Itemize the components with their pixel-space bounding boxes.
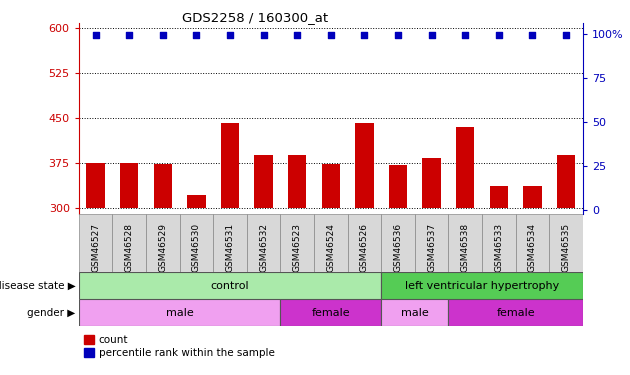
Bar xyxy=(187,195,205,208)
Bar xyxy=(381,214,415,272)
Bar xyxy=(120,163,139,208)
Bar xyxy=(180,214,213,272)
Bar xyxy=(288,156,306,208)
Text: GSM46528: GSM46528 xyxy=(125,223,134,272)
Text: male: male xyxy=(166,308,193,318)
Bar xyxy=(79,299,280,326)
Bar xyxy=(255,156,273,208)
Text: GSM46534: GSM46534 xyxy=(528,223,537,272)
Bar xyxy=(456,127,474,208)
Bar xyxy=(79,272,381,299)
Text: female: female xyxy=(311,308,350,318)
Text: GSM46523: GSM46523 xyxy=(293,223,302,272)
Point xyxy=(192,32,202,38)
Text: GSM46529: GSM46529 xyxy=(158,223,167,272)
Text: female: female xyxy=(496,308,535,318)
Legend: count, percentile rank within the sample: count, percentile rank within the sample xyxy=(84,335,275,358)
Bar xyxy=(549,214,583,272)
Bar xyxy=(112,214,146,272)
Text: male: male xyxy=(401,308,428,318)
Bar xyxy=(321,164,340,208)
Bar xyxy=(247,214,280,272)
Bar xyxy=(86,163,105,208)
Bar xyxy=(557,156,575,208)
Point xyxy=(258,32,268,38)
Bar xyxy=(422,158,441,208)
Text: GSM46530: GSM46530 xyxy=(192,223,201,272)
Text: gender ▶: gender ▶ xyxy=(27,308,76,318)
Bar xyxy=(280,214,314,272)
Point xyxy=(527,32,537,38)
Text: GSM46531: GSM46531 xyxy=(226,223,234,272)
Text: GSM46532: GSM46532 xyxy=(259,223,268,272)
Point xyxy=(494,32,504,38)
Bar xyxy=(490,186,508,208)
Point xyxy=(326,32,336,38)
Point xyxy=(359,32,369,38)
Point xyxy=(393,32,403,38)
Point xyxy=(91,32,101,38)
Bar xyxy=(154,164,172,208)
Bar xyxy=(449,214,482,272)
Bar xyxy=(280,299,381,326)
Bar xyxy=(449,299,583,326)
Bar xyxy=(523,186,542,208)
Text: left ventricular hypertrophy: left ventricular hypertrophy xyxy=(405,281,559,291)
Point xyxy=(427,32,437,38)
Bar xyxy=(381,299,449,326)
Text: GSM46533: GSM46533 xyxy=(495,223,503,272)
Text: GDS2258 / 160300_at: GDS2258 / 160300_at xyxy=(182,11,328,24)
Bar xyxy=(381,272,583,299)
Bar xyxy=(220,123,239,208)
Text: GSM46527: GSM46527 xyxy=(91,223,100,272)
Bar xyxy=(314,214,348,272)
Text: GSM46537: GSM46537 xyxy=(427,223,436,272)
Text: GSM46538: GSM46538 xyxy=(461,223,469,272)
Text: GSM46526: GSM46526 xyxy=(360,223,369,272)
Bar xyxy=(79,214,112,272)
Point xyxy=(225,32,235,38)
Point xyxy=(292,32,302,38)
Point xyxy=(460,32,470,38)
Text: disease state ▶: disease state ▶ xyxy=(0,281,76,291)
Bar xyxy=(482,214,515,272)
Text: GSM46536: GSM46536 xyxy=(394,223,403,272)
Bar xyxy=(389,165,407,208)
Bar xyxy=(515,214,549,272)
Text: GSM46535: GSM46535 xyxy=(561,223,570,272)
Text: control: control xyxy=(210,281,249,291)
Point xyxy=(561,32,571,38)
Point xyxy=(158,32,168,38)
Bar xyxy=(415,214,449,272)
Bar xyxy=(146,214,180,272)
Text: GSM46524: GSM46524 xyxy=(326,223,335,272)
Point xyxy=(124,32,134,38)
Bar xyxy=(213,214,247,272)
Bar xyxy=(355,123,374,208)
Bar xyxy=(348,214,381,272)
